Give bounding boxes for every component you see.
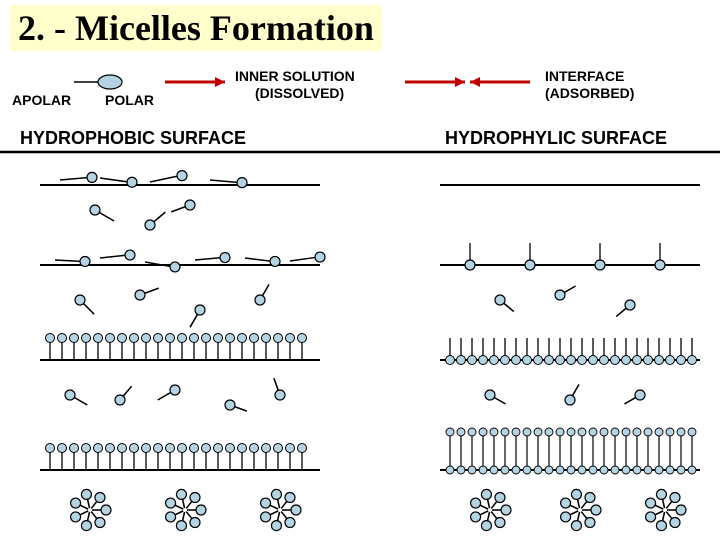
micelle-diagram [0,0,720,540]
